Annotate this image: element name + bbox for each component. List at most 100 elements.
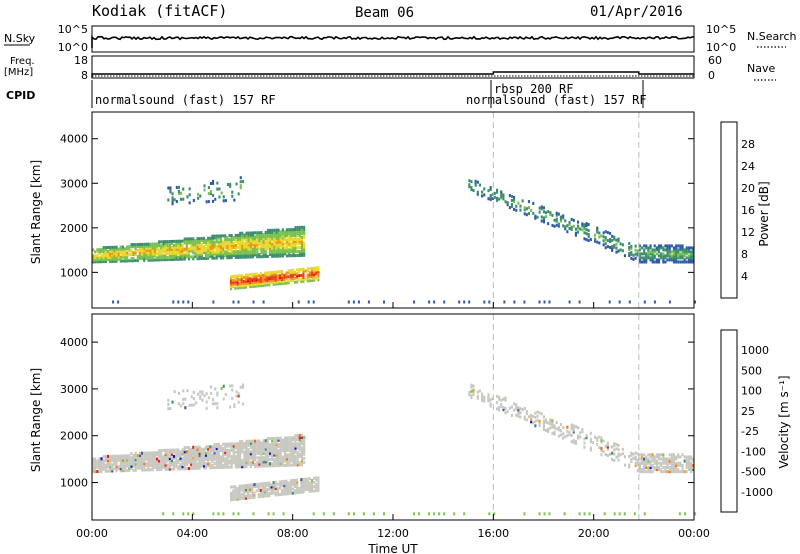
heatmap-cell — [102, 455, 105, 459]
heatmap-cell — [235, 394, 238, 398]
heatmap-cell — [211, 252, 214, 256]
heatmap-cell — [269, 462, 272, 466]
heatmap-cell — [264, 281, 267, 285]
heatmap-cell — [296, 436, 299, 440]
heatmap-cell — [281, 438, 284, 442]
heatmap-cell — [290, 254, 293, 258]
heatmap-cell — [242, 490, 245, 494]
heatmap-cell — [134, 458, 137, 462]
heatmap-cell — [166, 244, 169, 248]
heatmap-cell — [602, 450, 605, 454]
heatmap-cell — [226, 238, 229, 242]
heatmap-cell — [303, 452, 306, 456]
heatmap-cell — [111, 257, 114, 261]
heatmap-cell — [281, 484, 284, 488]
heatmap-cell — [300, 274, 303, 277]
heatmap-cell — [213, 455, 216, 459]
heatmap-cell — [106, 461, 109, 465]
heatmap-cell — [269, 447, 272, 451]
heatmap-cell — [640, 252, 643, 256]
heatmap-cell — [572, 224, 575, 228]
heatmap-cell — [651, 252, 654, 256]
heatmap-cell — [121, 247, 124, 251]
heatmap-cell — [256, 249, 259, 253]
heatmap-cell — [217, 442, 220, 446]
heatmap-cell — [251, 253, 254, 257]
heatmap-cell — [296, 457, 299, 461]
heatmap-cell — [198, 456, 201, 460]
heatmap-cell — [285, 483, 288, 487]
heatmap-cell — [226, 451, 229, 454]
heatmap-cell — [194, 466, 197, 470]
heatmap-cell — [255, 485, 258, 488]
heatmap-cell — [217, 246, 220, 250]
heatmap-cell — [668, 470, 671, 474]
heatmap-cell — [166, 242, 169, 246]
heatmap-cell — [658, 244, 661, 248]
heatmap-cell — [515, 407, 518, 411]
heatmap-cell — [141, 462, 144, 466]
heatmap-cell — [286, 444, 289, 448]
heatmap-cell — [606, 231, 609, 235]
heatmap-cell — [241, 233, 244, 237]
heatmap-cell — [234, 442, 237, 446]
heatmap-cell — [634, 451, 637, 455]
heatmap-cell — [653, 244, 656, 248]
heatmap-cell — [468, 183, 471, 187]
heatmap-cell — [668, 461, 671, 465]
heatmap-cell — [175, 253, 178, 257]
heatmap-cell — [126, 464, 129, 468]
heatmap-cell — [130, 458, 133, 462]
heatmap-cell — [510, 195, 513, 198]
heatmap-cell — [209, 252, 212, 256]
heatmap-cell — [179, 243, 182, 247]
heatmap-cell — [149, 451, 152, 455]
heatmap-cell — [692, 248, 695, 252]
ytick-label: 3000 — [60, 177, 88, 190]
heatmap-cell — [609, 246, 612, 249]
heatmap-cell — [279, 250, 282, 254]
heatmap-cell — [181, 245, 184, 249]
heatmap-cell — [94, 254, 97, 258]
heatmap-cell — [260, 462, 263, 466]
heatmap-cell — [276, 493, 279, 497]
heatmap-cell — [279, 238, 282, 242]
heatmap-cell — [190, 452, 193, 456]
heatmap-cell — [207, 250, 210, 254]
heatmap-cell — [100, 469, 103, 473]
heatmap-cell — [200, 251, 203, 254]
heatmap-cell — [121, 467, 124, 471]
heatmap-cell — [276, 270, 279, 274]
heatmap-cell — [242, 488, 245, 492]
heatmap-cell — [277, 445, 280, 449]
heatmap-cell — [296, 226, 299, 229]
heatmap-cell — [630, 451, 633, 455]
heatmap-cell — [298, 488, 301, 492]
heatmap-cell — [274, 487, 277, 491]
heatmap-cell — [643, 463, 646, 467]
heatmap-cell — [158, 468, 161, 471]
heatmap-cell — [179, 467, 182, 471]
heatmap-cell — [532, 211, 535, 215]
heatmap-cell — [224, 250, 227, 254]
heatmap-cell — [130, 456, 133, 460]
heatmap-cell — [292, 250, 295, 254]
heatmap-cell — [281, 482, 284, 486]
heatmap-cell — [239, 237, 242, 241]
heatmap-cell — [286, 228, 289, 232]
heatmap-cell — [289, 491, 292, 495]
heatmap-cell — [185, 450, 188, 454]
heatmap-cell — [219, 248, 222, 252]
heatmap-cell — [194, 251, 197, 255]
heatmap-cell — [251, 231, 254, 235]
heatmap-cell — [269, 449, 272, 453]
heatmap-cell — [269, 238, 272, 242]
heatmap-cell — [270, 271, 273, 274]
heatmap-cell — [672, 246, 675, 250]
heatmap-cell — [205, 254, 208, 258]
heatmap-cell — [487, 189, 490, 193]
heatmap-cell — [104, 256, 107, 259]
heatmap-cell — [259, 493, 262, 496]
heatmap-cell — [215, 252, 218, 256]
heatmap-cell — [236, 284, 239, 288]
